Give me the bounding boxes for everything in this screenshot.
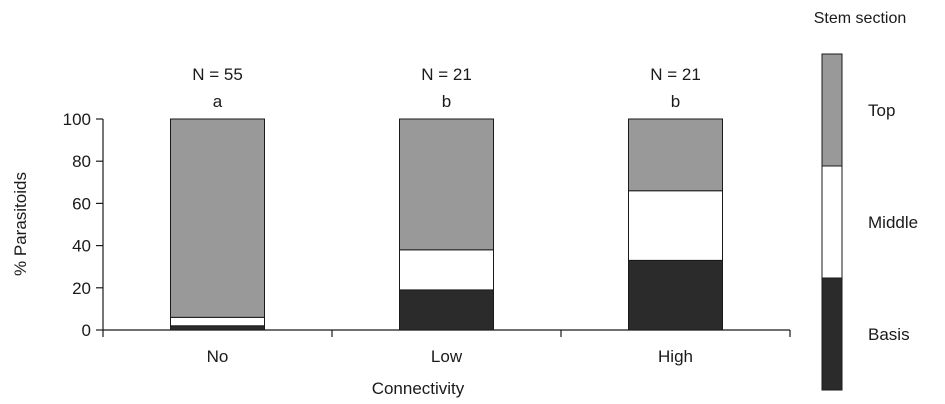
y-tick-label: 40: [72, 237, 91, 256]
y-tick-label: 100: [63, 110, 91, 129]
y-tick-label: 80: [72, 152, 91, 171]
sample-size-label: N = 21: [421, 65, 472, 84]
legend-label-basis: Basis: [868, 325, 910, 344]
bar-segment-top: [628, 118, 723, 192]
y-tick-label: 20: [72, 279, 91, 298]
y-tick-label: 0: [82, 321, 91, 340]
y-axis-title: % Parasitoids: [11, 172, 30, 276]
bar-segment-basis: [628, 259, 723, 331]
legend-label-middle: Middle: [868, 213, 918, 232]
significance-letter: a: [213, 92, 223, 111]
sample-size-label: N = 55: [192, 65, 243, 84]
significance-letter: b: [671, 92, 680, 111]
sample-size-label: N = 21: [650, 65, 701, 84]
bar-segment-basis: [399, 289, 494, 331]
axes: 0 20 40 60 80 100 No Low High: [63, 110, 791, 366]
bar-segment-middle: [399, 249, 494, 291]
legend-swatch-basis: [821, 277, 843, 391]
legend: Top Middle Basis: [821, 53, 918, 391]
bar-segment-basis: [170, 325, 265, 331]
legend-title: Stem section: [814, 10, 906, 27]
bar-segment-middle: [170, 316, 265, 327]
x-tick-label: No: [207, 347, 229, 366]
x-axis-title: Connectivity: [372, 379, 465, 398]
legend-label-top: Top: [868, 101, 895, 120]
bar-annotations: N = 55 N = 21 N = 21 a b b: [192, 65, 701, 111]
significance-letter: b: [442, 92, 451, 111]
bar-segment-top: [170, 118, 265, 318]
bars: [170, 118, 723, 331]
bar-segment-top: [399, 118, 494, 251]
x-tick-label: High: [658, 347, 693, 366]
bar-segment-middle: [628, 190, 723, 261]
x-tick-label: Low: [431, 347, 463, 366]
legend-swatch-top: [821, 53, 843, 167]
y-tick-label: 60: [72, 194, 91, 213]
legend-swatch-middle: [821, 165, 843, 279]
